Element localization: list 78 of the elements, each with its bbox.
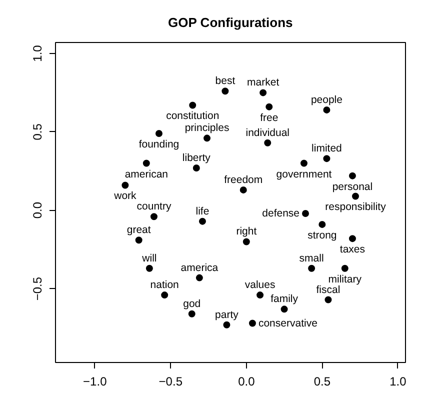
x-tick-label: 1.0 — [390, 374, 407, 388]
annotation: government — [276, 168, 332, 180]
point — [348, 235, 356, 242]
x-tick-label: −0.5 — [158, 374, 183, 388]
point — [266, 103, 273, 110]
y-tick-label: 1.0 — [30, 44, 44, 62]
point — [135, 236, 142, 244]
annotation: freedom — [224, 174, 263, 186]
annotation: strong — [308, 229, 337, 242]
point — [142, 160, 150, 167]
point — [192, 164, 200, 172]
annotation: liberty — [182, 152, 212, 164]
point — [324, 296, 332, 304]
annotation: god — [183, 298, 201, 310]
annotation: founding — [138, 138, 180, 150]
y-tick-label: 0.0 — [30, 202, 44, 219]
annotation: will — [141, 252, 157, 264]
annotation: responsibility — [325, 201, 387, 214]
point — [260, 89, 267, 96]
annotation: party — [215, 308, 240, 321]
annotation: great — [126, 224, 151, 236]
point — [308, 264, 316, 272]
point — [318, 220, 326, 228]
annotation: american — [124, 168, 168, 180]
annotation: people — [310, 94, 343, 106]
point — [196, 274, 203, 282]
annotation: constitution — [166, 110, 220, 122]
y-tick-label: −0.5 — [30, 276, 44, 301]
annotation: family — [270, 293, 299, 306]
y-tick-label: 0.5 — [30, 123, 44, 140]
point — [223, 321, 230, 328]
annotation: personal — [332, 180, 373, 193]
annotation: defense — [262, 207, 300, 220]
point — [146, 264, 153, 272]
point — [341, 264, 348, 272]
annotation: taxes — [340, 244, 366, 256]
point — [198, 218, 206, 225]
annotation: military — [328, 273, 362, 286]
point — [161, 292, 168, 299]
point — [222, 88, 229, 95]
point — [248, 320, 256, 327]
annotation: limited — [312, 142, 342, 155]
annotation: work — [113, 190, 138, 202]
chart-title: GOP Configurations — [168, 15, 293, 30]
annotation: market — [247, 76, 280, 89]
annotation: america — [180, 262, 218, 274]
point — [348, 172, 356, 180]
point — [300, 160, 308, 167]
annotation: country — [136, 200, 172, 213]
annotation: small — [299, 252, 324, 264]
x-tick-label: 0.0 — [238, 374, 256, 388]
point — [240, 186, 247, 194]
annotation: individual — [246, 126, 290, 139]
point — [204, 134, 211, 142]
annotation: life — [196, 205, 210, 218]
annotation: nation — [150, 279, 180, 292]
annotation: conservative — [258, 317, 318, 330]
point — [264, 139, 272, 146]
point — [280, 306, 288, 313]
point — [122, 182, 129, 189]
point — [150, 213, 158, 220]
point — [155, 130, 162, 137]
point — [352, 192, 359, 200]
x-tick-label: −1.0 — [83, 374, 108, 388]
annotation: free — [260, 112, 278, 124]
annotation: right — [236, 226, 257, 238]
point — [302, 210, 309, 217]
point — [188, 310, 196, 318]
annotation: best — [215, 75, 236, 88]
annotation: fiscal — [316, 284, 340, 296]
x-tick-label: 0.5 — [314, 374, 331, 388]
point — [189, 102, 196, 109]
point — [323, 106, 330, 114]
point — [323, 155, 330, 162]
annotation: values — [244, 279, 276, 292]
annotation: principles — [184, 122, 230, 134]
point — [256, 292, 264, 299]
point — [242, 238, 250, 246]
